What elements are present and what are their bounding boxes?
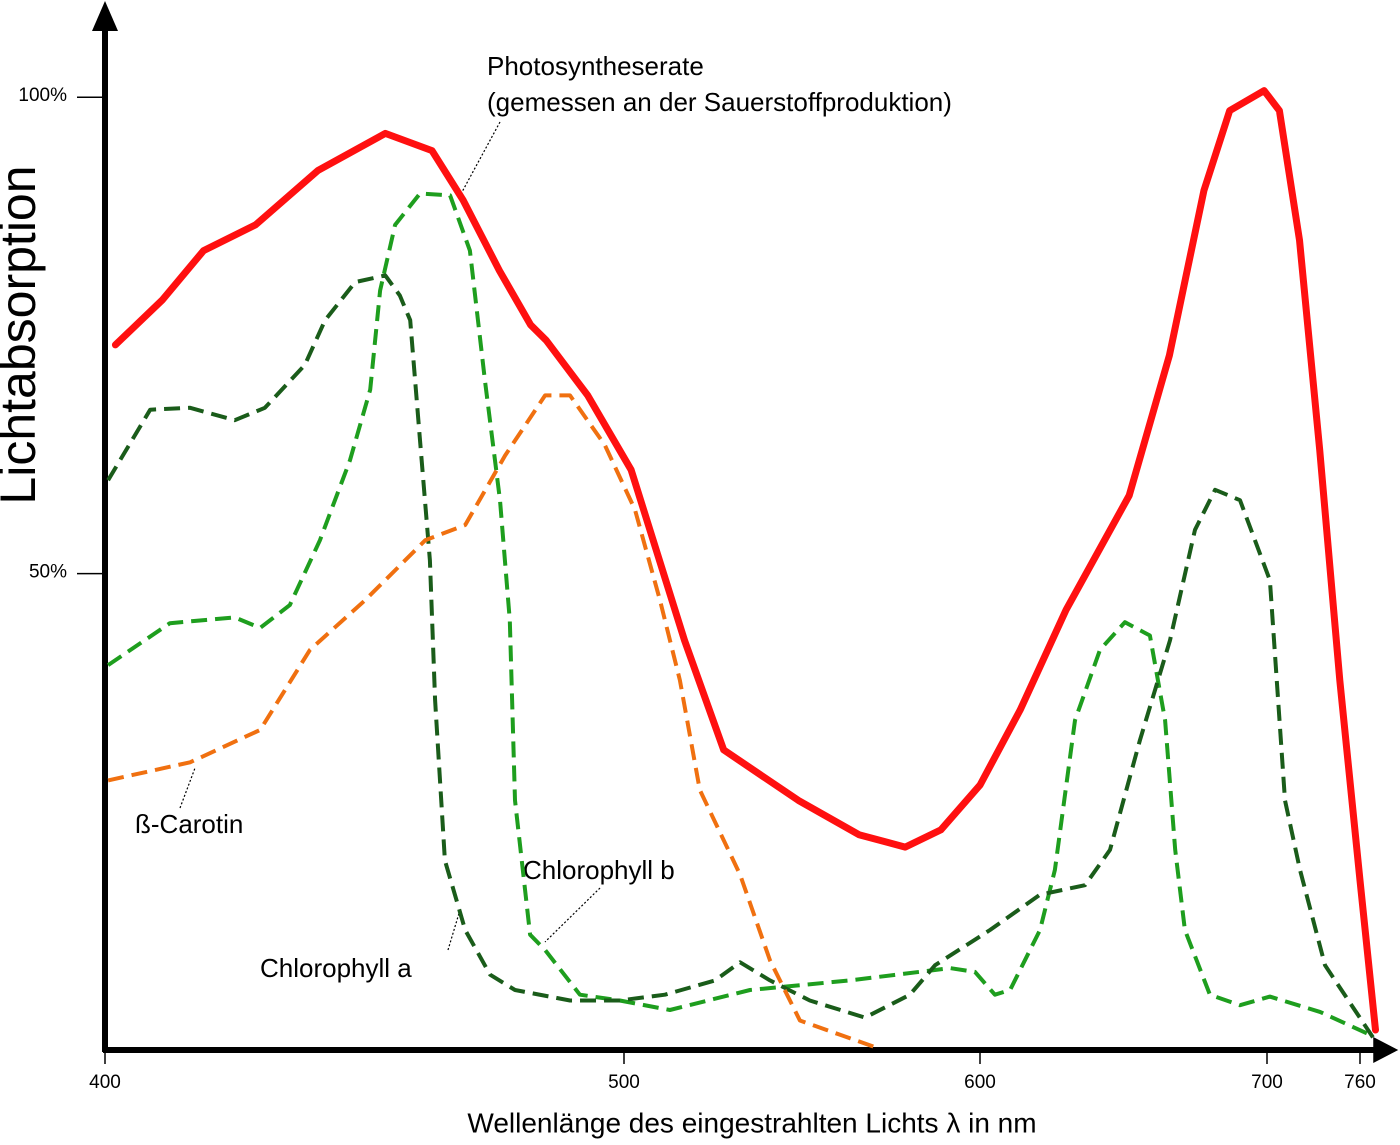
leader-line <box>179 767 196 809</box>
x-axis-arrow <box>1373 1037 1399 1063</box>
series-line <box>111 87 1379 1034</box>
annotation: (gemessen an der Sauerstoffproduktion) <box>487 87 952 117</box>
y-axis-arrow <box>92 1 118 31</box>
leader-line <box>461 121 501 193</box>
x-tick-label: 600 <box>964 1072 996 1093</box>
series-label: Photosyntheserate <box>487 51 704 81</box>
x-tick-label: 400 <box>89 1072 121 1093</box>
leader-lines <box>179 121 601 951</box>
series-label: Chlorophyll b <box>523 855 675 885</box>
x-tick-label: 700 <box>1251 1072 1283 1093</box>
series-label: Chlorophyll a <box>260 953 412 983</box>
series-label: ß-Carotin <box>135 809 243 839</box>
leader-line <box>544 887 601 943</box>
x-tick-label: 760 <box>1344 1072 1376 1093</box>
y-tick-label: 50% <box>29 562 67 583</box>
x-tick-label: 500 <box>608 1072 640 1093</box>
x-axis-label: Wellenlänge des eingestrahlten Lichts λ … <box>467 1107 1036 1138</box>
y-tick-label: 100% <box>18 85 67 106</box>
leader-line <box>447 909 461 951</box>
series-line <box>106 191 1371 1037</box>
series-line <box>107 393 876 1049</box>
series-line <box>106 273 1377 1042</box>
y-axis-label: Lichtabsorption <box>0 165 46 504</box>
